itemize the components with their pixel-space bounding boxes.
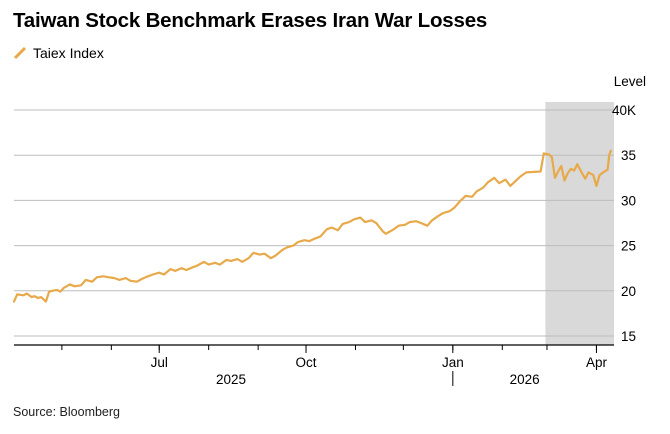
x-tick-label-oct: Oct [296,355,317,370]
shaded-region [545,102,614,345]
chart-title: Taiwan Stock Benchmark Erases Iran War L… [13,9,488,32]
y-tick-label-25: 25 [621,239,636,254]
year-label-2026: 2026 [510,372,540,387]
y-tick-label-15: 15 [621,329,636,344]
y-tick-label-20: 20 [621,284,636,299]
y-tick-label-30: 30 [621,193,636,208]
series-line-taiex [12,149,612,303]
legend-label: Taiex Index [33,45,104,61]
legend: Taiex Index [13,45,104,61]
y-tick-label-35: 35 [621,148,636,163]
y-tick-label-40: 40K [612,103,636,118]
year-label-2025: 2025 [216,372,246,387]
legend-line-icon [13,46,27,60]
x-tick-label-apr: Apr [586,355,608,370]
x-tick-label-jan: Jan [442,355,464,370]
source-note: Source: Bloomberg [13,405,121,419]
y-axis-title: Level [614,74,646,89]
x-tick-label-jul: Jul [151,355,168,370]
